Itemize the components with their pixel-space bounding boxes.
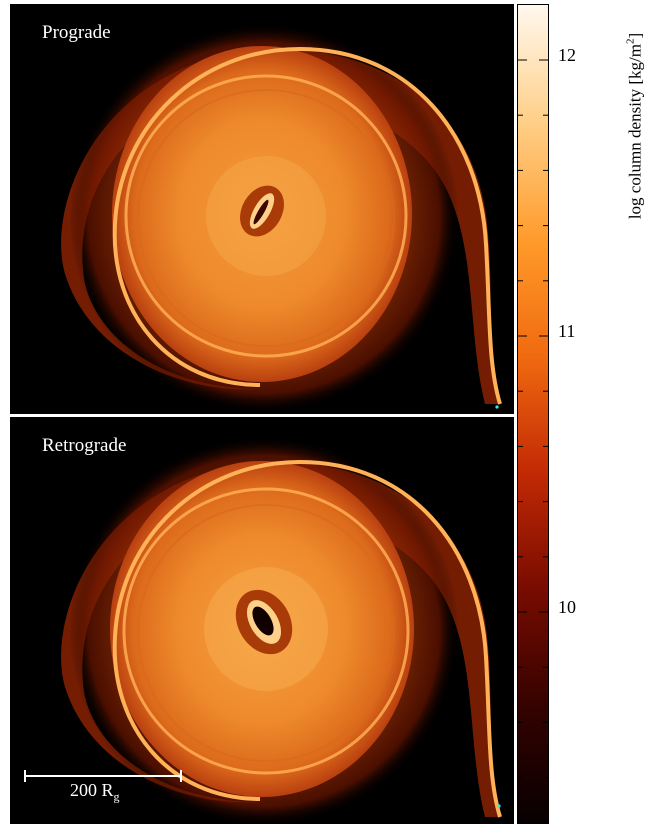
scale-bar-label: 200 Rg: [70, 780, 120, 804]
scale-bar: 200 Rg: [24, 768, 182, 808]
panel-label-prograde: Prograde: [42, 22, 111, 43]
prograde-panel: Prograde: [10, 4, 514, 414]
colorbar-tick-label-11: 11: [558, 321, 576, 341]
panel-label-retrograde: Retrograde: [42, 435, 127, 456]
black-hole-marker: [497, 804, 501, 808]
black-hole-marker: [495, 405, 499, 409]
retrograde-panel: Retrograde: [10, 417, 514, 824]
colorbar-tick-label-12: 12: [558, 45, 576, 65]
scale-bar-tick-right: [180, 770, 182, 782]
colorbar-title: log column density [kg/m2]: [624, 32, 645, 220]
colorbar-tick-label-10: 10: [558, 597, 576, 617]
scale-bar-line: [24, 775, 182, 777]
colorbar: [517, 4, 549, 824]
retrograde-disk-image: [10, 417, 514, 824]
prograde-disk-image: [10, 4, 514, 414]
scale-bar-tick-left: [24, 770, 26, 782]
colorbar-ticks: [517, 59, 549, 779]
